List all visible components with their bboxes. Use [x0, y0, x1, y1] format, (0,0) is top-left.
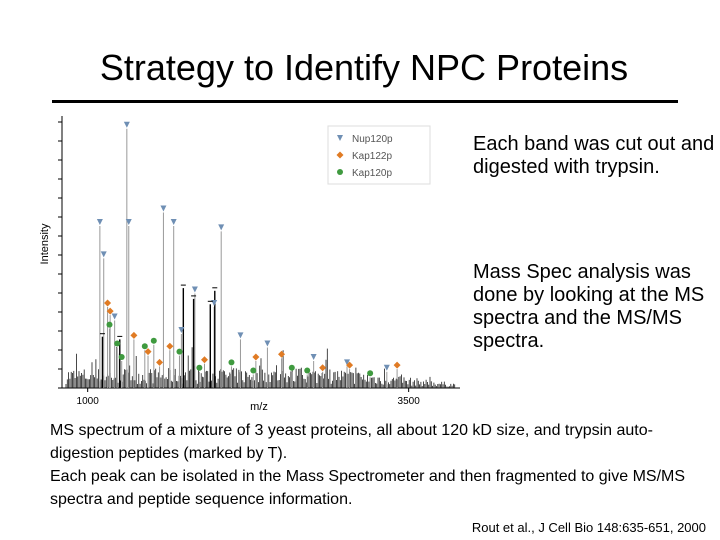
peak-marker	[383, 364, 390, 371]
peak-marker	[310, 354, 317, 360]
legend: Nup120p Kap122p Kap120p	[327, 125, 431, 185]
legend-frame	[327, 125, 431, 185]
peak-marker	[228, 359, 235, 366]
title-underline	[52, 100, 678, 103]
y-axis-ticks	[58, 121, 62, 389]
peak-marker	[191, 286, 198, 293]
peak-marker	[170, 219, 177, 225]
peak-marker	[141, 343, 148, 350]
peak-marker	[252, 353, 260, 361]
peak-marker	[346, 361, 354, 369]
x-tick-label: 3500	[398, 396, 421, 407]
peak-marker	[150, 337, 157, 344]
legend-label: Nup120p	[352, 134, 393, 145]
peak-marker	[319, 364, 327, 372]
labeled-peaks	[99, 128, 398, 388]
peak-marker	[218, 224, 225, 231]
peak-marker	[250, 367, 257, 374]
x-tick-label: 1000	[77, 396, 100, 407]
peak-marker	[344, 359, 351, 366]
peak-marker	[106, 321, 113, 328]
caption-line: Each peak can be isolated in the Mass Sp…	[50, 468, 686, 508]
peak-marker	[196, 364, 203, 371]
peak-marker	[104, 299, 112, 307]
peak-markers	[96, 121, 401, 377]
legend-marker	[337, 169, 343, 175]
bullet-text: Mass Spec analysis was done by looking a…	[473, 261, 705, 352]
peak-marker	[304, 367, 311, 374]
peak-marker	[130, 331, 138, 339]
legend-marker	[337, 135, 343, 141]
x-axis-label: m/z	[250, 401, 268, 413]
peak-marker	[176, 348, 183, 355]
caption-line: MS spectrum of a mixture of 3 yeast prot…	[50, 422, 653, 462]
peak-marker	[264, 340, 271, 347]
peak-marker	[237, 332, 244, 339]
peak-marker	[111, 313, 118, 320]
x-axis-ticks: 1000 3500	[77, 388, 421, 407]
peak-marker	[201, 356, 209, 364]
peak-marker	[166, 342, 174, 350]
peak-marker	[156, 358, 164, 366]
legend-label: Kap120p	[352, 168, 392, 179]
legend-label: Kap122p	[352, 151, 392, 162]
peak-marker	[288, 364, 295, 371]
bullet-text: Each band was cut out and digested with …	[473, 133, 715, 178]
peak-marker	[278, 350, 286, 358]
peak-marker	[123, 121, 130, 128]
peak-marker	[114, 340, 121, 347]
mass-spectrum-chart: 1000 3500 m/z Intensity Nup120p Kap122p Kap…	[39, 116, 460, 413]
slide-title: Strategy to Identify NPC Proteins	[99, 47, 629, 88]
peak-marker	[178, 327, 185, 333]
y-axis-label: Intensity	[39, 223, 51, 264]
legend-marker	[336, 151, 344, 159]
noise-peaks	[65, 347, 456, 388]
peak-marker	[393, 361, 401, 369]
figure-caption: MS spectrum of a mixture of 3 yeast prot…	[50, 419, 710, 511]
peak-marker	[106, 307, 114, 315]
citation: Rout et al., J Cell Bio 148:635-651, 200…	[471, 520, 706, 535]
peak-marker	[125, 219, 132, 225]
peak-marker	[144, 348, 152, 356]
peak-marker	[96, 219, 103, 225]
peak-marker	[367, 370, 374, 377]
peak-marker	[118, 354, 125, 360]
peak-marker	[160, 205, 167, 212]
peak-marker	[100, 251, 107, 258]
